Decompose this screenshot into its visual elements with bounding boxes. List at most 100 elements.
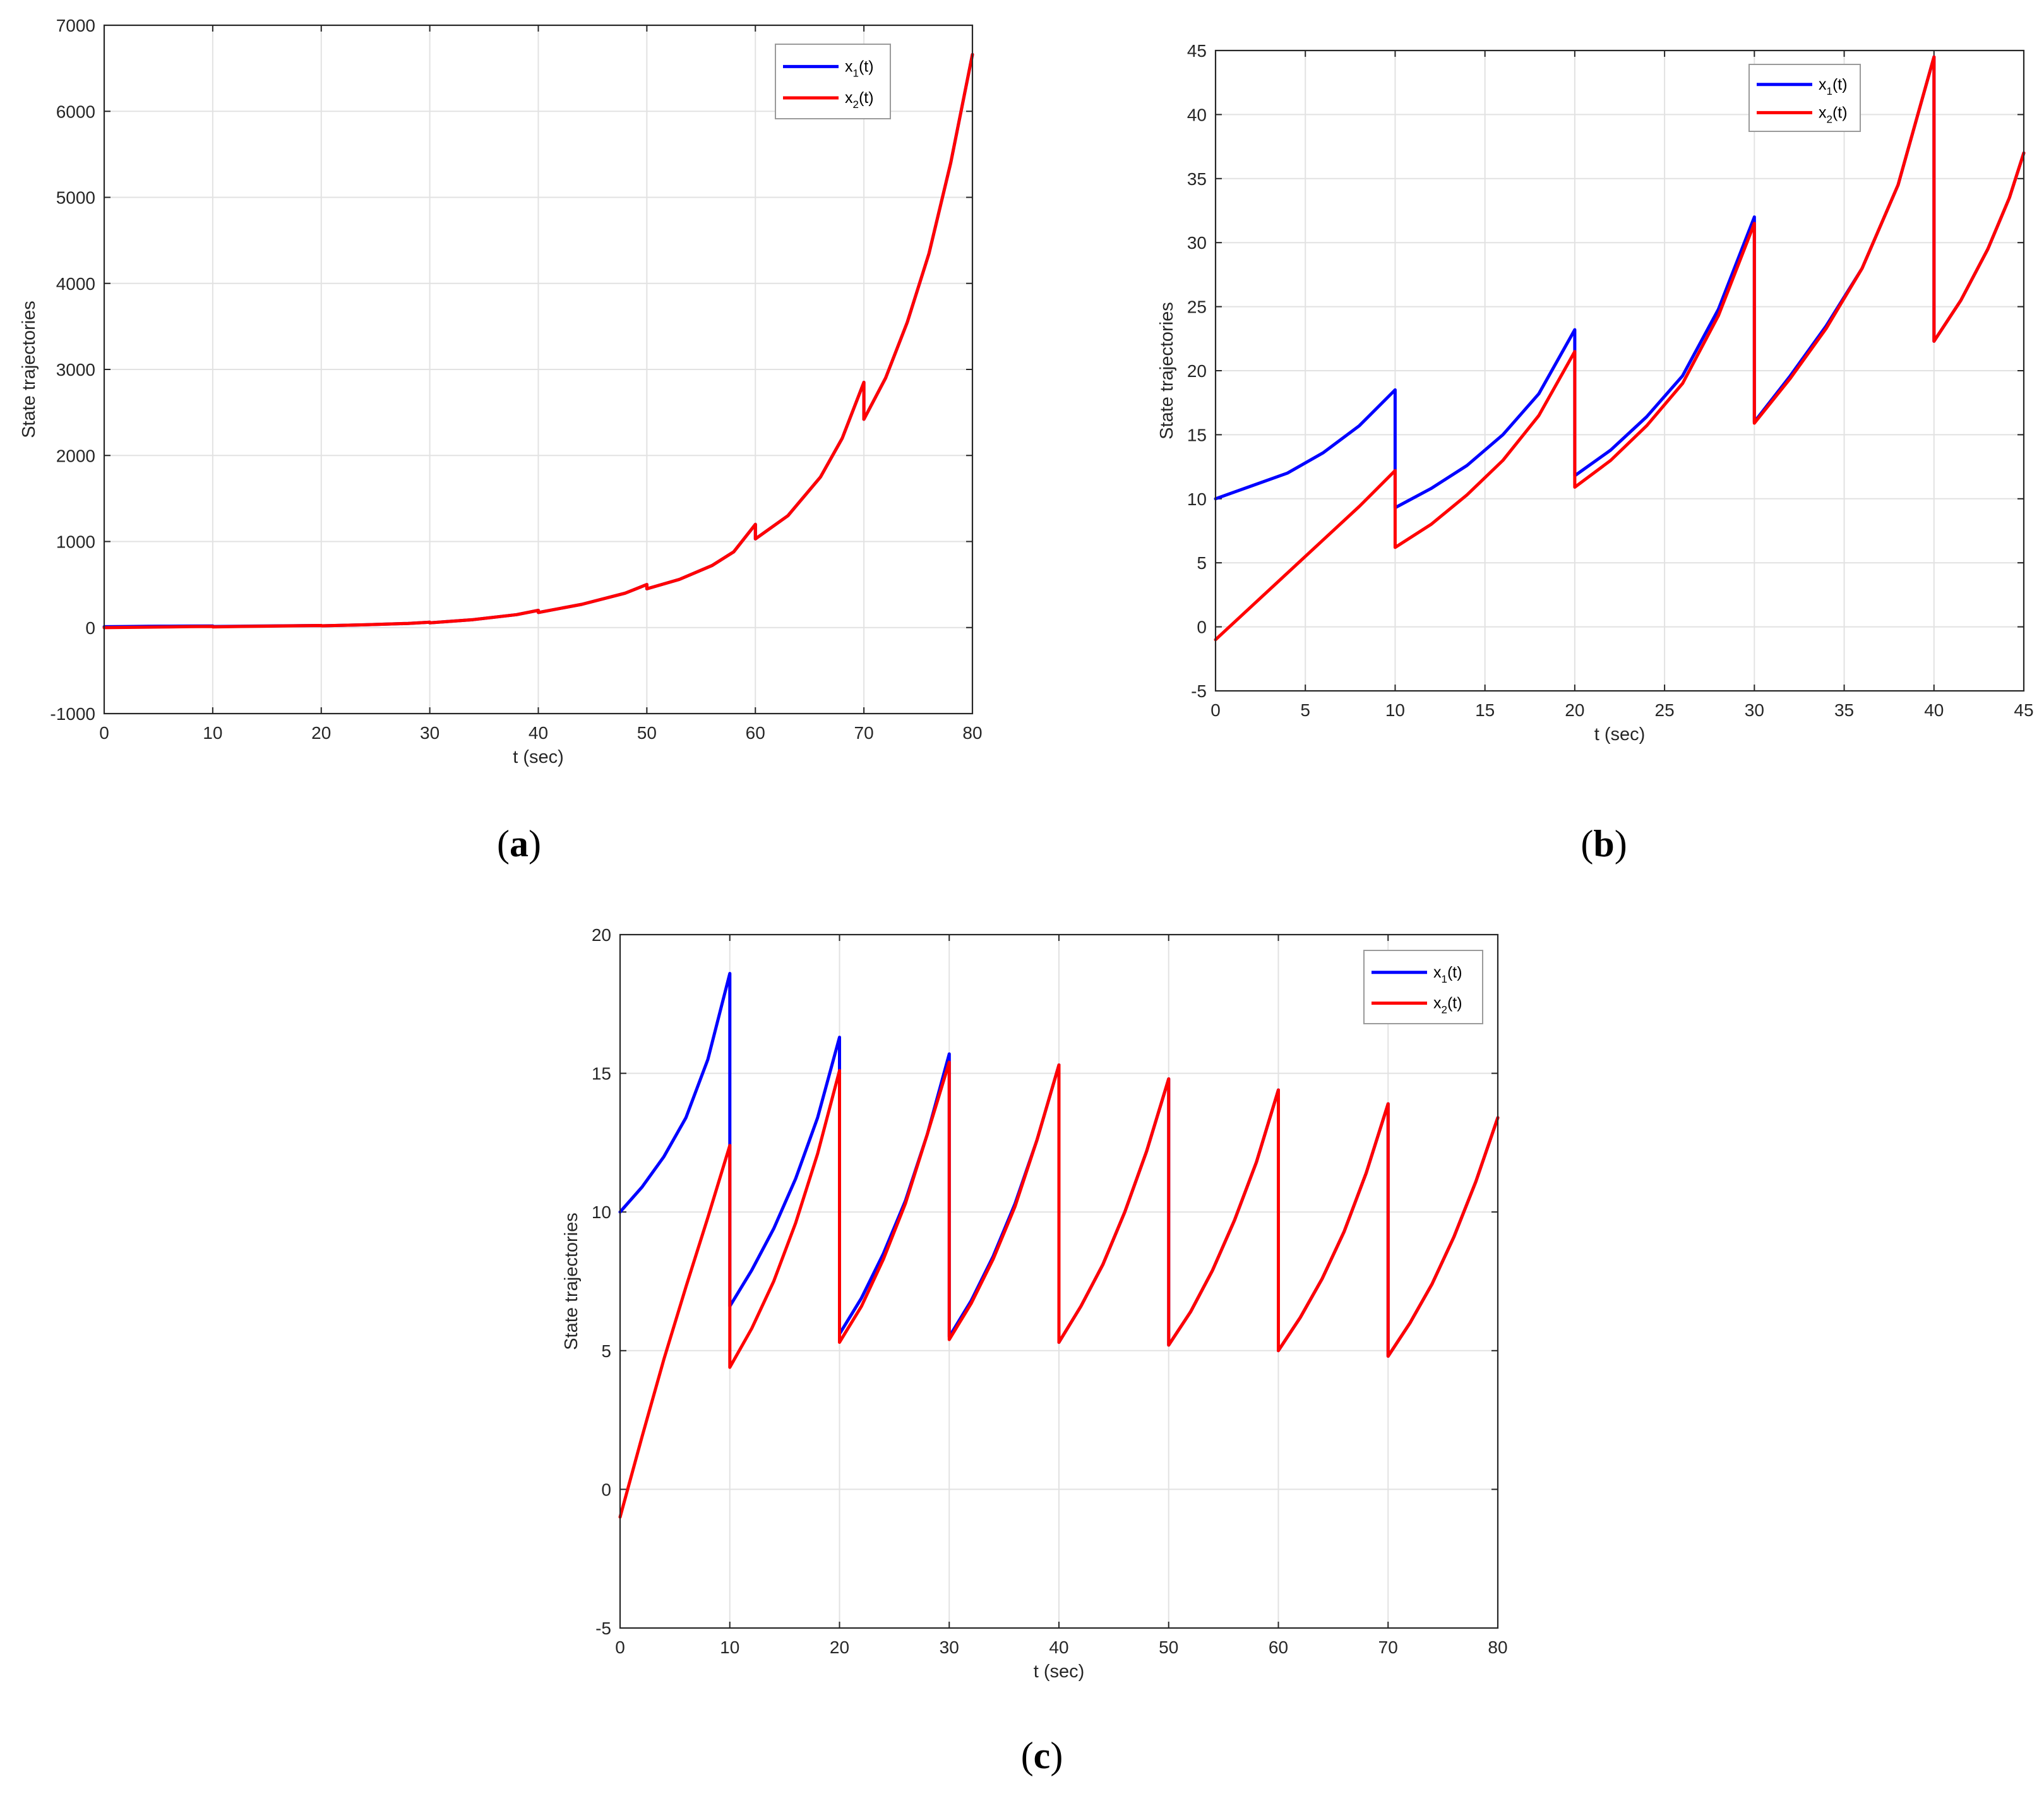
x-tick-label: 5	[1300, 700, 1310, 720]
series-line-2	[1214, 55, 2026, 642]
legend-label-2: x2(t)	[1433, 995, 1462, 1016]
y-tick-label: 7000	[56, 16, 95, 35]
y-tick-label: 5	[601, 1341, 611, 1361]
x-tick-label: 80	[962, 723, 982, 743]
y-axis-label: State trajectories	[1157, 302, 1177, 440]
legend-box	[1363, 950, 1483, 1024]
y-tick-label: 25	[1187, 297, 1207, 317]
legend: x1(t)x2(t)	[775, 44, 891, 119]
x-tick-label: 60	[1269, 1637, 1288, 1657]
legend-label-2: x2(t)	[1819, 104, 1848, 125]
axes-frame	[619, 933, 1499, 1629]
x-axis-label: t (sec)	[513, 747, 564, 767]
legend-box	[775, 44, 891, 119]
legend-label-tail: (t)	[859, 89, 874, 107]
x-tick-label: 70	[1378, 1637, 1398, 1657]
legend-label-tail: (t)	[1447, 964, 1462, 981]
y-tick-label: 1000	[56, 532, 95, 552]
series-line-2	[618, 1060, 1500, 1519]
legend-label-subscript: 1	[853, 67, 859, 79]
legend-label-1: x1(t)	[1433, 964, 1462, 985]
x-tick-label: 40	[1924, 700, 1944, 720]
legend-label-tail: (t)	[859, 57, 874, 75]
legend-label-subscript: 1	[1827, 85, 1832, 97]
legend-label-tail: (t)	[1447, 995, 1462, 1012]
caption-c: (c)	[1021, 1735, 1063, 1776]
x-axis-label: t (sec)	[1034, 1661, 1085, 1682]
y-tick-label: 20	[1187, 361, 1207, 381]
legend-label-tail: (t)	[1832, 104, 1848, 121]
x-tick-label: 50	[637, 723, 657, 743]
caption-b: (b)	[1581, 823, 1627, 865]
x-tick-label: 45	[2014, 700, 2033, 720]
legend-label-subscript: 2	[1827, 113, 1832, 125]
y-tick-label: 0	[1197, 618, 1207, 637]
y-tick-label: 5	[1197, 553, 1207, 573]
x-tick-label: 20	[1565, 700, 1584, 720]
x-tick-label: 50	[1159, 1637, 1178, 1657]
x-tick-label: 30	[1745, 700, 1764, 720]
y-tick-label: 40	[1187, 105, 1207, 124]
y-tick-label: -1000	[50, 704, 95, 724]
y-tick-label: 45	[1187, 41, 1207, 61]
x-tick-label: 10	[1385, 700, 1405, 720]
legend-label-subscript: 1	[1442, 973, 1447, 985]
legend-label-2: x2(t)	[845, 89, 874, 111]
x-tick-label: 80	[1488, 1637, 1507, 1657]
legend-box	[1748, 64, 1861, 132]
y-axis-label: State trajectories	[561, 1212, 582, 1350]
caption-a: (a)	[497, 823, 541, 865]
x-tick-label: 0	[615, 1637, 625, 1657]
y-tick-label: 5000	[56, 188, 95, 208]
x-tick-label: 60	[746, 723, 765, 743]
x-tick-label: 70	[854, 723, 874, 743]
y-tick-label: 0	[601, 1480, 611, 1499]
x-tick-label: 20	[830, 1637, 849, 1657]
y-tick-label: 3000	[56, 360, 95, 380]
y-tick-label: 20	[592, 925, 611, 945]
x-tick-label: 30	[940, 1637, 959, 1657]
legend-label-base: x	[1433, 964, 1442, 981]
y-tick-label: 35	[1187, 169, 1207, 189]
y-tick-label: -5	[595, 1619, 611, 1638]
y-tick-label: -5	[1191, 681, 1207, 701]
y-tick-label: 10	[1187, 489, 1207, 509]
y-tick-label: 2000	[56, 446, 95, 465]
y-tick-label: 15	[592, 1064, 611, 1084]
x-tick-label: 10	[203, 723, 222, 743]
legend-label-subscript: 2	[1442, 1004, 1447, 1016]
legend-label-base: x	[845, 89, 853, 107]
x-tick-label: 25	[1655, 700, 1675, 720]
legend-label-tail: (t)	[1832, 76, 1848, 93]
y-tick-label: 30	[1187, 233, 1207, 253]
x-tick-label: 40	[1049, 1637, 1068, 1657]
legend: x1(t)x2(t)	[1363, 950, 1483, 1024]
panel-a: 0 10 20 30 40 50 60 70 80-1000010002000300040005…	[19, 16, 983, 767]
axes-frame	[1214, 49, 2025, 692]
legend-label-base: x	[1819, 104, 1827, 121]
x-tick-label: 30	[420, 723, 439, 743]
series-line-2	[102, 52, 974, 630]
y-tick-label: 10	[592, 1202, 611, 1222]
legend: x1(t)x2(t)	[1748, 64, 1861, 132]
panel-b: 0 5 10 15 20 25 30 35 40 45-5051015202530354045t …	[1157, 41, 2034, 745]
y-tick-label: 6000	[56, 102, 95, 121]
x-tick-label: 40	[529, 723, 548, 743]
x-tick-label: 15	[1475, 700, 1495, 720]
x-tick-label: 0	[99, 723, 109, 743]
legend-label-subscript: 2	[853, 99, 859, 111]
legend-label-base: x	[1433, 995, 1442, 1012]
legend-label-base: x	[845, 57, 853, 75]
legend-label-1: x1(t)	[1819, 76, 1848, 97]
x-axis-label: t (sec)	[1594, 724, 1646, 745]
legend-label-base: x	[1819, 76, 1827, 93]
legend-label-1: x1(t)	[845, 57, 874, 79]
y-tick-label: 4000	[56, 274, 95, 294]
x-tick-label: 0	[1210, 700, 1221, 720]
y-tick-label: 15	[1187, 425, 1207, 445]
y-tick-label: 0	[85, 618, 95, 638]
x-tick-label: 10	[720, 1637, 739, 1657]
x-tick-label: 20	[311, 723, 331, 743]
